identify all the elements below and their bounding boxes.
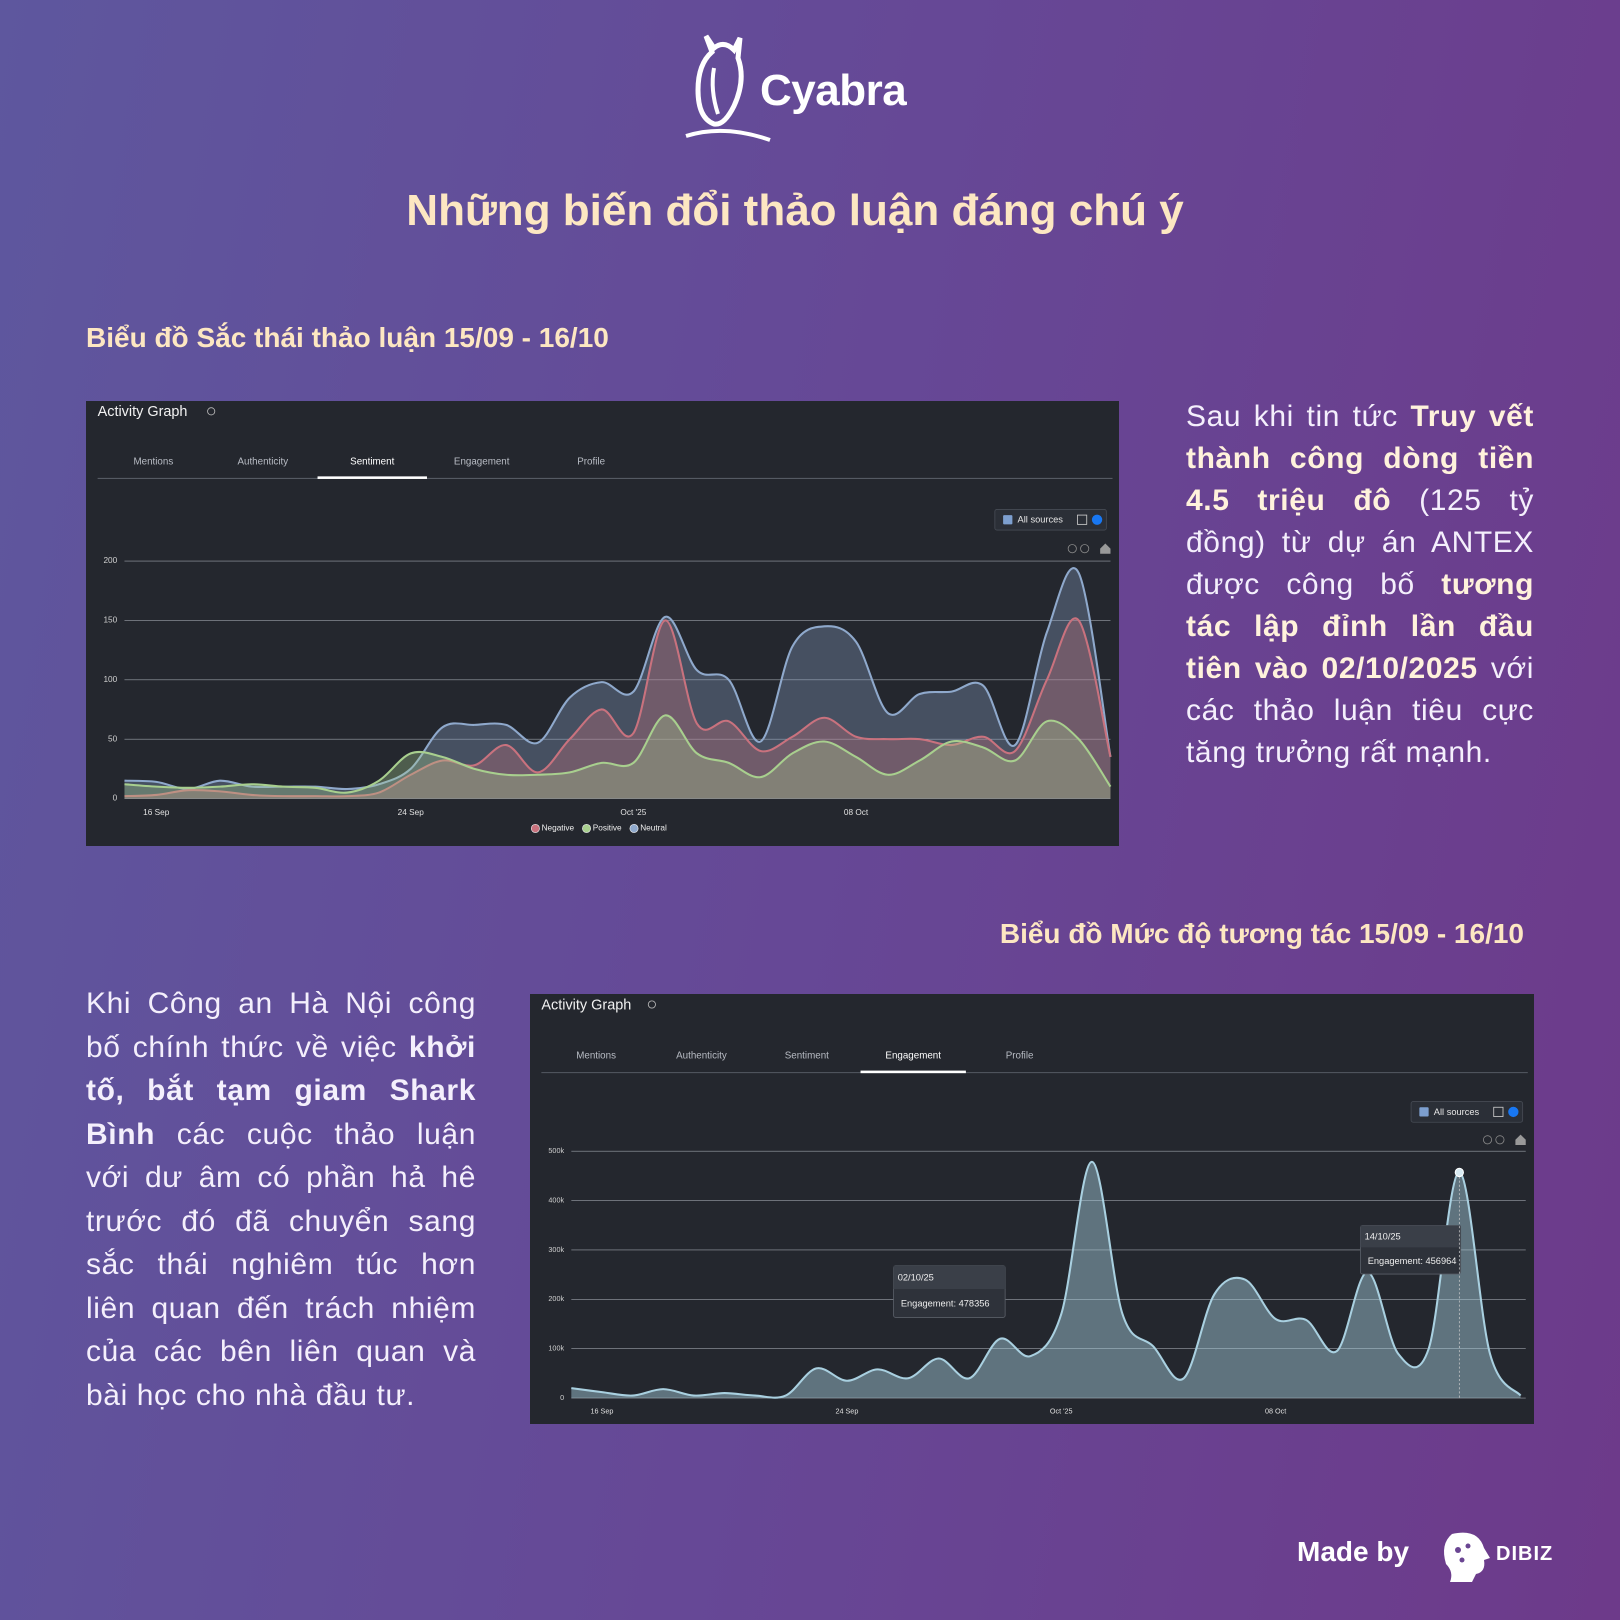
page-title: Những biến đổi thảo luận đáng chú ý	[406, 186, 1184, 235]
legend-label: Neutral	[640, 824, 667, 833]
legend-swatch	[582, 824, 591, 833]
legend-swatch	[629, 824, 639, 833]
zoom-out[interactable]	[1495, 1135, 1505, 1145]
home-icon[interactable]	[1100, 543, 1111, 554]
tab[interactable]: Authenticity	[676, 1051, 727, 1062]
tab-underline	[860, 1070, 966, 1074]
info-icon	[647, 1000, 656, 1009]
area	[571, 1161, 1521, 1399]
y-tick-label: 200	[103, 556, 117, 565]
tab[interactable]: Mentions	[133, 457, 173, 468]
y-tick-label: 150	[103, 616, 117, 625]
area	[124, 568, 1111, 799]
tab[interactable]: Sentiment	[785, 1051, 829, 1062]
text-run: Sau khi tin tức	[1186, 400, 1411, 433]
source-icon	[1508, 1106, 1519, 1118]
text-run: (125 tỷ đồng) từ dự án ANTEX được công b…	[1186, 484, 1534, 601]
y-tick-label: 0	[560, 1393, 564, 1402]
section-heading: Biểu đồ Sắc thái thảo luận 15/09 - 16/10	[86, 322, 609, 353]
tooltip-header	[893, 1265, 1006, 1290]
tooltip-date: 02/10/25	[898, 1273, 934, 1283]
y-tick-label: 50	[108, 734, 118, 743]
section-heading: Biểu đồ Mức độ tương tác 15/09 - 16/10	[999, 918, 1524, 949]
y-tick-label: 0	[113, 794, 118, 803]
bold-text: khởi tố, bắt tạm giam Shark Bình	[86, 1030, 476, 1151]
tab[interactable]: Sentiment	[350, 457, 394, 468]
text-run: với các thảo luận tiêu cực tăng trưởng r…	[1186, 652, 1534, 769]
x-tick-label: 16 Sep	[143, 808, 170, 817]
y-tick-label: 100k	[548, 1344, 564, 1353]
chart: Activity Graph Mentions Authenticity Sentim…	[97, 404, 1113, 833]
tab[interactable]: Profile	[577, 457, 605, 468]
y-tick-label: 100	[103, 675, 117, 684]
panel-title: Activity Graph	[541, 997, 631, 1013]
source-icon	[1091, 514, 1103, 525]
tooltip-date: 14/10/25	[1365, 1232, 1401, 1242]
paragraph: Sau khi tin tức Truy vết thành công dòng…	[1186, 396, 1534, 774]
chart-panel: Activity Graph Mentions Authenticity Sentim…	[530, 994, 1534, 1424]
tab[interactable]: Engagement	[454, 457, 510, 468]
legend-swatch	[530, 824, 540, 833]
x-tick-label: 24 Sep	[398, 808, 425, 817]
legend-label: Negative	[542, 824, 575, 833]
footer-label: Made by	[1297, 1536, 1410, 1567]
x-tick-label: 16 Sep	[590, 1406, 613, 1415]
x-tick-label: 24 Sep	[835, 1406, 858, 1415]
checkbox[interactable]	[1419, 1107, 1429, 1117]
footer-brand: DIBIZ	[1496, 1543, 1554, 1565]
y-tick-label: 400k	[548, 1195, 564, 1204]
zoom-out[interactable]	[1080, 544, 1090, 554]
line	[124, 714, 1112, 794]
tooltip-value: Engagement: 478356	[901, 1298, 990, 1308]
checkbox[interactable]	[1003, 515, 1013, 525]
filter-label: All sources	[1018, 515, 1064, 525]
brand-logo	[685, 34, 771, 142]
tab-underline	[317, 476, 427, 479]
bold-text: tương tác lập đỉnh lần đầu tiên vào 02/1…	[1186, 568, 1534, 685]
text-run: các cuộc thảo luận với dư âm có phần hả …	[86, 1117, 476, 1412]
x-tick-label: 08 Oct	[844, 808, 869, 817]
hover-point	[1454, 1167, 1464, 1178]
home-icon[interactable]	[1515, 1134, 1526, 1145]
tab[interactable]: Engagement	[885, 1051, 941, 1062]
legend-label: Positive	[593, 824, 622, 833]
y-tick-label: 300k	[548, 1245, 564, 1254]
area	[124, 618, 1111, 799]
zoom-in[interactable]	[1067, 544, 1077, 554]
bold-text: Truy vết thành công dòng tiền 4.5 triệu …	[1186, 400, 1534, 517]
line	[571, 1160, 1522, 1399]
checkbox[interactable]	[1077, 514, 1088, 525]
footer-logo	[1444, 1532, 1490, 1582]
line	[124, 617, 1112, 798]
paragraph: Khi Công an Hà Nội công bố chính thức về…	[86, 982, 476, 1417]
x-tick-label: 08 Oct	[1265, 1406, 1286, 1415]
area	[124, 715, 1111, 799]
brand-name: Cyabra	[760, 66, 907, 115]
panel-title: Activity Graph	[98, 404, 188, 420]
filter-box	[994, 508, 1107, 531]
info-icon	[207, 407, 216, 416]
filter-box	[1410, 1101, 1524, 1123]
zoom-in[interactable]	[1482, 1135, 1493, 1145]
text-run: Khi Công an Hà Nội công bố chính thức về…	[86, 987, 476, 1064]
checkbox[interactable]	[1493, 1106, 1504, 1117]
x-tick-label: Oct '25	[1050, 1406, 1073, 1415]
y-tick-label: 500k	[548, 1146, 564, 1155]
x-tick-label: Oct '25	[620, 808, 646, 817]
filter-label: All sources	[1434, 1107, 1480, 1117]
chart: Activity Graph Mentions Authenticity Sentim…	[541, 997, 1528, 1415]
chart-panel: Activity Graph Mentions Authenticity Sentim…	[86, 401, 1119, 846]
tab[interactable]: Profile	[1006, 1051, 1034, 1062]
tooltip-header	[1360, 1225, 1461, 1248]
tab[interactable]: Mentions	[576, 1051, 616, 1062]
y-tick-label: 200k	[548, 1294, 564, 1303]
tooltip-value: Engagement: 456964	[1368, 1256, 1457, 1266]
tab[interactable]: Authenticity	[237, 457, 288, 468]
